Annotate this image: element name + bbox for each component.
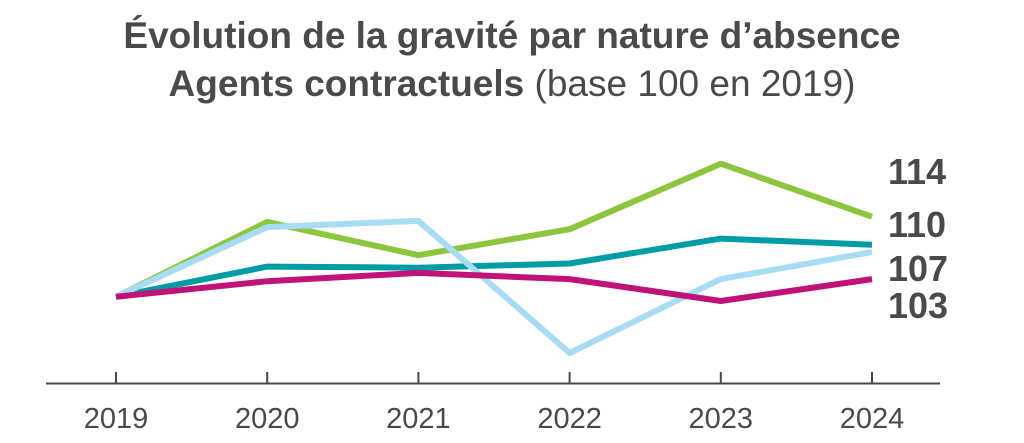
chart-subtitle: Agents contractuels (base 100 en 2019) — [0, 62, 1024, 106]
end-value-label: 114 — [888, 151, 946, 192]
end-value-label: 110 — [888, 204, 946, 245]
series-line-3 — [114, 217, 873, 356]
chart-title: Évolution de la gravité par nature d’abs… — [123, 15, 901, 56]
x-tick-label: 2023 — [689, 403, 754, 435]
end-value-label: 103 — [888, 285, 948, 326]
series-line-4 — [115, 269, 873, 304]
x-tick-label: 2022 — [537, 403, 602, 435]
x-tick-label: 2020 — [235, 403, 300, 435]
series-line-2 — [115, 235, 873, 300]
series-line-1 — [114, 160, 873, 300]
end-value-label: 107 — [888, 248, 948, 289]
x-tick-label: 2019 — [84, 403, 149, 435]
subtitle-bold: Agents contractuels — [168, 63, 525, 104]
x-tick-label: 2024 — [840, 403, 905, 435]
x-tick-label: 2021 — [386, 403, 451, 435]
subtitle-normal: (base 100 en 2019) — [534, 63, 856, 104]
